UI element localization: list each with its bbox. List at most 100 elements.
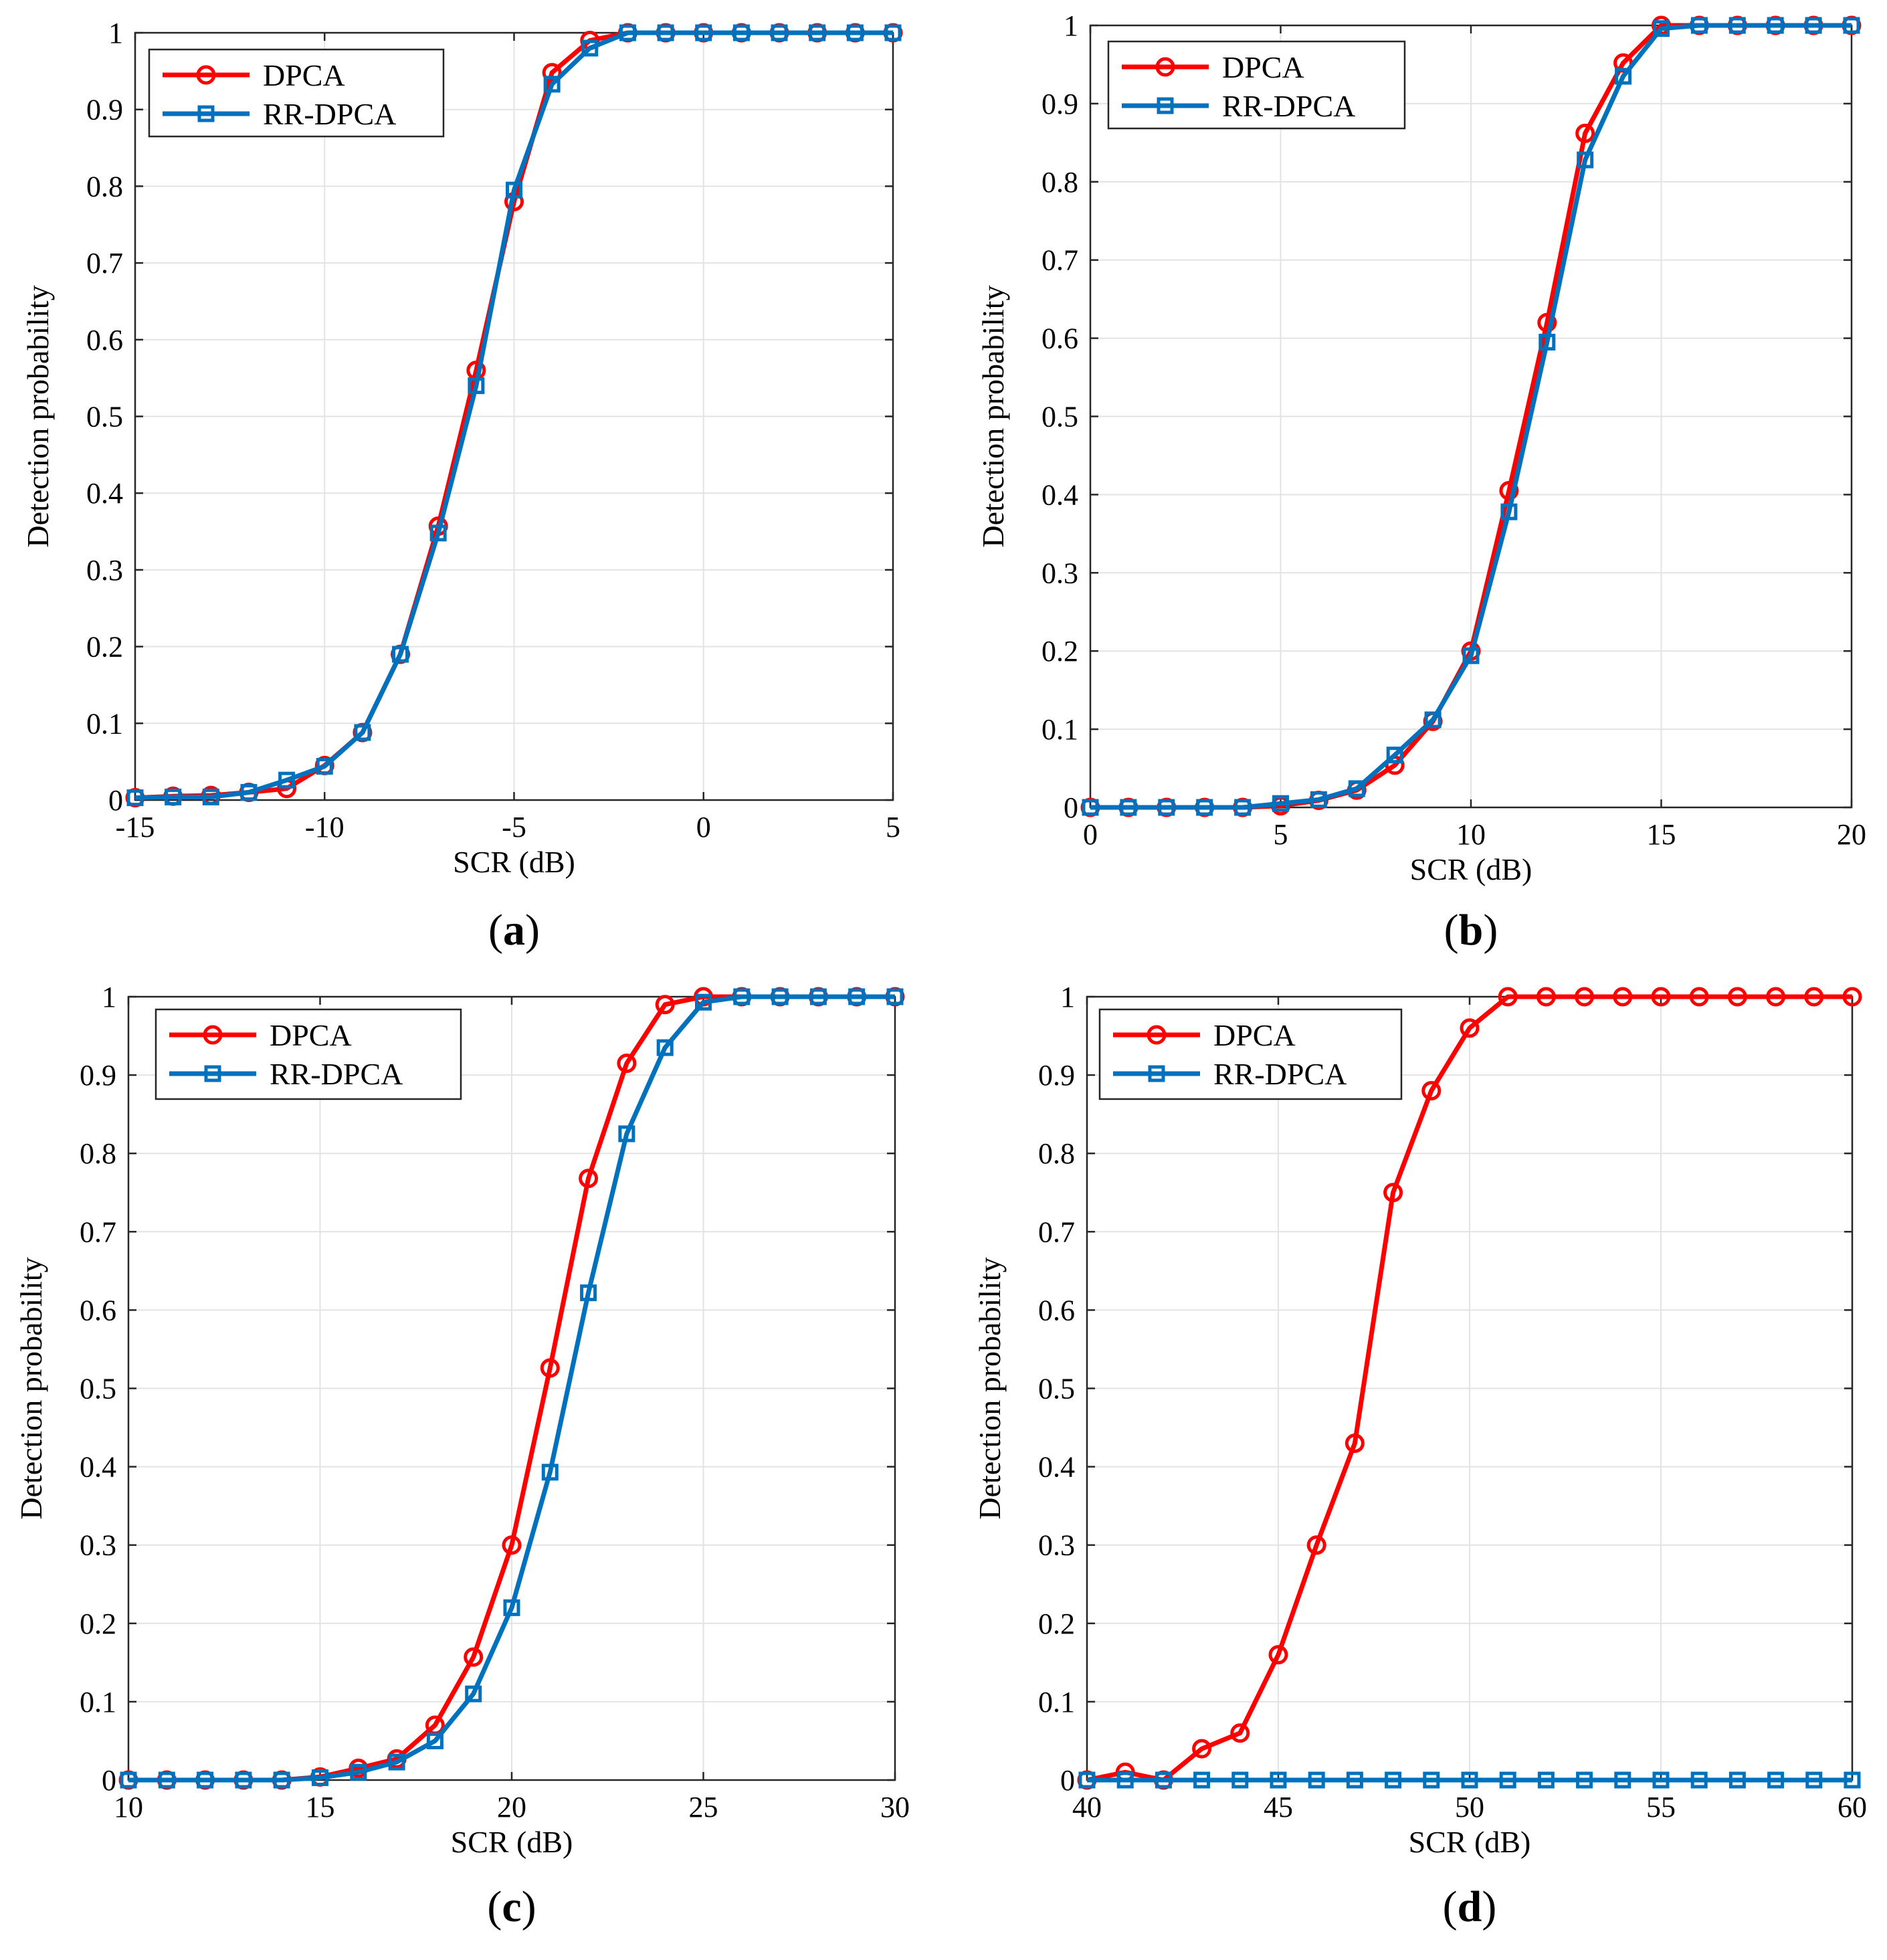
panel-b-caption: (b) [1444, 906, 1498, 955]
panel-a-y-tick-label: 0.8 [86, 170, 123, 203]
panel-b-rr-dpca-point [1653, 20, 1670, 37]
panel-d-dpca-line [1086, 994, 1852, 1783]
panel-c-legend-label-rr-dpca: RR-DPCA [270, 1057, 403, 1091]
panel-d-rr-dpca-point [1805, 1771, 1823, 1789]
panel-c-rr-dpca-point [886, 988, 904, 1005]
panel-c-rr-dpca-point [733, 988, 751, 1005]
panel-b-x-tick-label: 5 [1274, 818, 1288, 851]
panel-b-dpca-point [1575, 123, 1595, 143]
panel-c: 10 15 20 25 30 0 0.1 0.2 0.3 0.4 0.5 0.6 0.7 0.8 0.9 1 S… [14, 981, 910, 1931]
panel-c-rr-dpca-point [809, 988, 827, 1005]
panel-d-x-axis-label: SCR (dB) [1409, 1825, 1531, 1859]
panel-c-rr-dpca-point [771, 988, 789, 1005]
panel-a-y-tick-label: 0.2 [86, 631, 123, 664]
panel-a-rr-dpca-point [809, 24, 826, 41]
panel-c-rr-dpca-point [426, 1732, 443, 1749]
panel-a-rr-dpca-point [619, 24, 636, 41]
panel-d-dpca-point [1575, 987, 1595, 1007]
panel-c-rr-dpca-point [235, 1771, 252, 1789]
panel-d-rr-dpca-point [1346, 1771, 1363, 1789]
panel-d-rr-dpca-point [1844, 1771, 1861, 1789]
panel-b-legend-label-dpca: DPCA [1222, 50, 1304, 84]
panel-a-legend-marker-dpca [196, 65, 216, 85]
panel-c-y-tick-label: 0.5 [80, 1373, 116, 1405]
panel-b-rr-dpca-point [1577, 151, 1594, 169]
panel-b-y-tick-label: 0.4 [1041, 478, 1078, 511]
panel-c-dpca-point [464, 1647, 484, 1667]
panel-c-y-tick-label: 0.2 [80, 1607, 116, 1640]
panel-b-rr-dpca-point [1500, 503, 1518, 520]
panel-a-dpca-point [542, 63, 562, 83]
panel-d-rr-dpca-point [1231, 1771, 1249, 1789]
panel-a-series-rr-dpca [126, 24, 902, 807]
panel-c-legend-marker-dpca [203, 1025, 223, 1045]
panel-d-dpca-point [1651, 987, 1671, 1007]
panel-c-y-tick-label: 0.4 [80, 1451, 116, 1484]
panel-a-y-tick-label: 1 [108, 17, 123, 50]
panel-b-rr-dpca-point [1082, 799, 1099, 816]
panel-c-x-tick-label: 30 [880, 1791, 910, 1824]
panel-a-rr-dpca-line [134, 30, 893, 801]
panel-a-rr-dpca-point [657, 24, 674, 41]
panel-b-y-tick-label: 0.5 [1041, 401, 1078, 433]
panel-c-caption: (c) [487, 1882, 536, 1931]
panel-c-rr-dpca-point [273, 1771, 290, 1789]
panel-b-y-tick-label: 0.1 [1041, 713, 1078, 746]
panel-b-y-tick-label: 0.3 [1041, 557, 1078, 589]
panel-c-rr-dpca-point [541, 1464, 559, 1481]
panel-d-rr-dpca-point [1078, 1771, 1096, 1789]
panel-d-legend-marker-rr-dpca [1148, 1065, 1165, 1082]
panel-c-y-axis-label: Detection probability [14, 1257, 48, 1519]
panel-a-y-tick-label: 0.6 [86, 324, 123, 357]
panel-c-legend: DPCA RR-DPCA [155, 1008, 462, 1100]
panel-d: 40 45 50 55 60 0 0.1 0.2 0.3 0.4 0.5 0.6 0.7 0.8 0.9 1 S… [973, 981, 1867, 1931]
panel-a-legend: DPCA RR-DPCA [148, 48, 445, 138]
panel-b-legend-label-rr-dpca: RR-DPCA [1222, 89, 1355, 123]
panel-d-caption: (d) [1443, 1882, 1497, 1931]
panel-c-x-axis-label: SCR (dB) [451, 1825, 573, 1859]
panel-d-rr-dpca-point [1499, 1771, 1516, 1789]
panel-d-rr-dpca-point [1385, 1771, 1402, 1789]
panel-b-y-tick-label: 0.6 [1041, 322, 1078, 355]
panel-b-x-tick-label: 10 [1456, 818, 1486, 851]
panel-d-rr-dpca-point [1270, 1771, 1287, 1789]
panel-c-rr-dpca-point [618, 1125, 635, 1143]
panel-d-dpca-point [1498, 987, 1518, 1007]
panel-b-rr-dpca-point [1615, 68, 1632, 85]
panel-b-legend-marker-rr-dpca [1157, 97, 1174, 114]
panel-a-legend-label-rr-dpca: RR-DPCA [263, 97, 396, 131]
panel-d-rr-dpca-point [1537, 1771, 1555, 1789]
panel-d-dpca-point [1804, 987, 1824, 1007]
panel-d-dpca-point [1536, 987, 1556, 1007]
panel-b-x-tick-label: 20 [1837, 818, 1866, 851]
panel-d-dpca-point [1842, 987, 1862, 1007]
panel-b-legend-box [1107, 40, 1406, 130]
panel-a-y-tick-label: 0.5 [86, 401, 123, 433]
panel-a-rr-dpca-point [581, 39, 599, 57]
panel-a-x-tick-label: -5 [502, 811, 526, 844]
panel-b-legend: DPCA RR-DPCA [1107, 40, 1406, 130]
panel-c-rr-dpca-point [312, 1769, 328, 1786]
panel-c-y-tick-label: 0.1 [80, 1686, 116, 1719]
panel-a-legend-marker-rr-dpca [197, 105, 215, 122]
panel-c-x-tick-label: 10 [114, 1791, 143, 1824]
panel-d-legend-box [1098, 1008, 1403, 1100]
panel-d-x-tick-label: 50 [1455, 1791, 1484, 1824]
panel-d-dpca-point [1383, 1183, 1403, 1203]
panel-a-x-tick-label: -15 [116, 811, 155, 844]
panel-d-series-rr-dpca [1078, 1771, 1861, 1789]
panel-d-y-tick-label: 0.6 [1038, 1294, 1075, 1327]
panel-d-x-tick-label: 60 [1838, 1791, 1867, 1824]
panel-c-rr-dpca-point [580, 1284, 597, 1302]
panel-d-x-tick-label: 40 [1072, 1791, 1102, 1824]
panel-a-rr-dpca-point [278, 771, 296, 789]
panel-c-rr-dpca-point [120, 1771, 137, 1789]
panel-c-rr-dpca-point [158, 1771, 175, 1789]
panel-d-y-tick-label: 0.1 [1038, 1686, 1075, 1719]
panel-c-rr-dpca-line [128, 994, 895, 1783]
panel-a-y-tick-label: 0 [108, 784, 123, 817]
panel-a-legend-label-dpca: DPCA [263, 58, 345, 92]
panel-d-rr-dpca-point [1308, 1771, 1325, 1789]
panel-d-rr-dpca-point [1155, 1771, 1172, 1789]
panel-d-y-tick-label: 0.7 [1038, 1215, 1075, 1248]
